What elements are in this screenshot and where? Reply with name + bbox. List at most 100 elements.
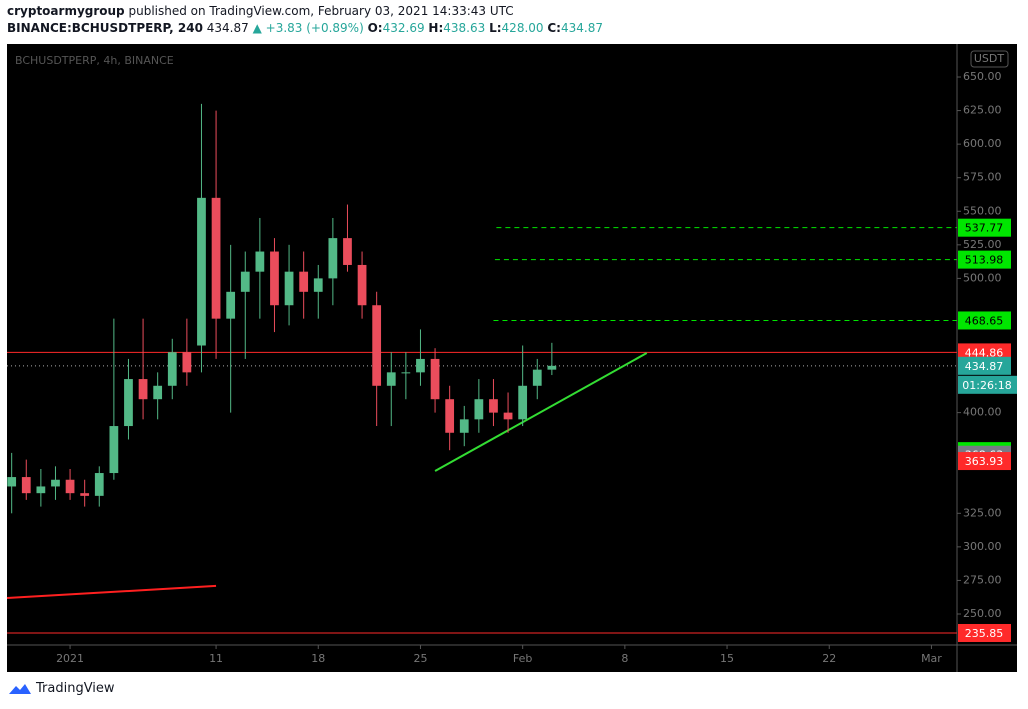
price-tag [958,250,1011,269]
candle-body [284,271,294,306]
candle-body [416,358,425,373]
candle-body [7,477,17,487]
y-tick-label: 525.00 [963,238,1002,251]
candle-body [386,372,396,386]
candle-body [299,271,309,292]
y-tick-label: 325.00 [963,506,1002,519]
candle-body [211,197,221,319]
candle-body [65,479,75,494]
candle-body [430,358,440,400]
candle-body [240,271,250,292]
y-tick-label: 575.00 [963,171,1002,184]
o-label: O: [367,21,383,35]
candle-body [109,426,119,474]
price-tag [958,623,1011,642]
price-tag-label: 468.65 [965,314,1004,327]
currency-button[interactable] [970,50,1009,68]
candle-body [372,305,382,386]
price-tag-label: 537.77 [965,222,1004,235]
publish-info: published on TradingView.com, February 0… [128,4,514,18]
x-tick-label: 2021 [56,652,84,665]
price-tag [958,311,1011,330]
candle-body [445,399,455,433]
candle-body [226,291,236,319]
candle-body [124,379,133,427]
candle-body [547,365,557,370]
price-tag [958,218,1011,237]
o-value: 432.69 [382,21,425,35]
trendline [6,584,217,600]
ohlc-line: BINANCE:BCHUSDTPERP, 240 434.87 ▲ +3.83 … [7,21,603,35]
price-tag-label: 235.85 [965,627,1004,640]
y-tick-label: 500.00 [963,271,1002,284]
candle-body [36,486,46,494]
last: 434.87 [206,21,249,35]
candle-body [80,493,90,496]
x-tick-label: 11 [209,652,223,665]
y-tick-label: 275.00 [963,573,1002,586]
candle-body [401,372,411,374]
x-tick-label: 22 [822,652,836,665]
countdown-tag [958,375,1017,394]
publish-line: cryptoarmygroup published on TradingView… [7,4,514,18]
candle-body [503,412,513,420]
x-tick-label: 25 [413,652,427,665]
candle-body [167,352,177,386]
symbol: BINANCE:BCHUSDTPERP, 240 [7,21,203,35]
candle-body [255,251,265,272]
logo [9,683,31,694]
watermark: BCHUSDTPERP, 4h, BINANCE [15,54,174,67]
candle-body [138,379,148,400]
l-value: 428.00 [501,21,544,35]
price-tag-label: 434.87 [965,360,1004,373]
price-tag [958,452,1011,471]
c-label: C: [547,21,561,35]
y-tick-label: 550.00 [963,204,1002,217]
price-tag [958,356,1011,375]
price-tag-label: 363.93 [965,455,1004,468]
y-tick-label: 300.00 [963,540,1002,553]
c-value: 434.87 [560,21,603,35]
footer: TradingView [8,681,115,696]
candle-body [474,399,484,420]
x-tick-label: 18 [311,652,325,665]
chart-background [7,44,1017,672]
candle-body [270,251,279,306]
y-tick-label: 650.00 [963,70,1002,83]
candle-body [328,238,338,279]
x-tick-label: 15 [720,652,734,665]
candle-body [21,477,31,494]
l-label: L: [489,21,502,35]
currency[interactable]: USDT [974,52,1005,65]
price-tag-label: 444.86 [965,346,1004,359]
candle-body [357,264,367,306]
candle-body [518,385,528,420]
candle-body [153,385,163,400]
y-tick-label: 400.00 [963,406,1002,419]
candle-body [313,278,323,292]
change: ▲ +3.83 (+0.89%) [252,21,364,35]
candle-body [343,238,352,265]
countdown-label: 01:26:18 [962,379,1011,392]
author[interactable]: cryptoarmygroup [7,4,125,18]
h-label: H: [428,21,444,35]
candle-body [197,197,206,346]
price-tag-label: 513.98 [965,254,1004,267]
x-tick-label: Feb [513,652,532,665]
x-tick-label: Mar [921,652,942,665]
trendline [434,352,648,472]
h-value: 438.63 [443,21,486,35]
candle-body [182,352,192,373]
y-tick-label: 250.00 [963,607,1002,620]
y-tick-label: 600.00 [963,137,1002,150]
y-tick-label: 625.00 [963,104,1002,117]
brand: TradingView [36,681,115,696]
x-tick-label: 8 [621,652,628,665]
candle-body [532,369,542,386]
candle-body [489,399,498,413]
candle-body [459,419,469,433]
candle-body [51,479,60,487]
candle-body [94,473,104,496]
